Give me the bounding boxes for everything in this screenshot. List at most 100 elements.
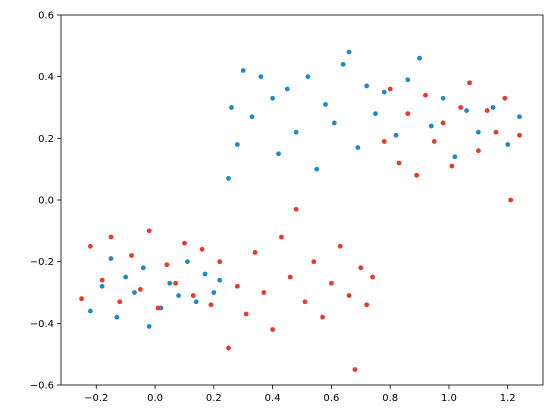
scatter-point-s1-6: [137, 287, 143, 292]
scatter-point-s0-13: [331, 120, 337, 126]
scatter-point-s1-0: [79, 296, 84, 302]
scatter-point-s0-31: [87, 308, 93, 314]
scatter-point-s1-42: [440, 120, 446, 126]
scatter-point-s0-36: [132, 290, 137, 295]
scatter-point-s0-11: [314, 166, 320, 172]
scatter-point-s1-33: [364, 302, 370, 308]
scatter-point-s1-8: [155, 305, 161, 311]
scatter-point-s0-33: [108, 256, 114, 261]
y-tick-label: 0.4: [38, 72, 54, 83]
scatter-point-s1-40: [423, 92, 428, 98]
scatter-point-s1-36: [387, 86, 393, 92]
x-tick-label: 0.2: [206, 393, 222, 404]
scatter-point-s1-3: [108, 234, 114, 240]
scatter-point-s1-19: [252, 250, 258, 255]
scatter-point-s0-29: [505, 142, 511, 147]
scatter-point-s1-28: [328, 280, 334, 286]
scatter-point-s1-2: [99, 277, 105, 283]
scatter-point-s0-17: [364, 83, 370, 89]
scatter-point-s1-14: [208, 302, 214, 308]
scatter-point-s0-5: [258, 74, 264, 80]
scatter-point-s0-16: [355, 145, 361, 150]
scatter-point-s1-13: [199, 246, 205, 252]
scatter-point-s0-1: [229, 105, 234, 110]
scatter-point-s0-15: [346, 49, 352, 55]
scatter-point-s0-14: [340, 61, 346, 67]
y-axis: −0.6 −0.4 −0.2 0.0 0.2 0.4 0.6: [30, 11, 61, 392]
scatter-point-s1-7: [146, 228, 152, 234]
scatter-point-s1-26: [311, 259, 317, 265]
scatter-point-s0-42: [184, 259, 190, 265]
scatter-point-s1-24: [293, 206, 299, 212]
x-axis: −0.2 0.0 0.2 0.4 0.6 0.8 1.0 1.2: [84, 385, 516, 404]
scatter-point-s1-21: [270, 327, 276, 332]
scatter-point-s0-40: [167, 280, 173, 286]
scatter-point-s0-34: [114, 314, 120, 320]
scatter-point-s0-45: [211, 290, 217, 295]
scatter-point-s0-28: [490, 105, 496, 110]
scatter-point-s0-46: [217, 277, 223, 283]
scatter-point-s0-9: [293, 129, 299, 135]
scatter-point-s0-43: [193, 299, 199, 305]
scatter-point-s1-30: [346, 293, 352, 298]
scatter-point-s1-32: [358, 265, 364, 271]
scatter-point-s1-29: [337, 243, 343, 249]
x-tick-label: 0.4: [265, 393, 281, 404]
scatter-point-s1-31: [352, 367, 358, 372]
scatter-point-s1-44: [458, 105, 464, 110]
scatter-point-s0-27: [475, 129, 481, 135]
scatter-point-s0-22: [417, 55, 422, 61]
scatter-point-s1-10: [173, 280, 179, 286]
scatter-point-s0-26: [464, 108, 469, 113]
x-tick-label: −0.2: [84, 393, 108, 404]
scatter-point-s0-3: [240, 68, 246, 73]
scatter-point-s0-30: [517, 114, 522, 120]
scatter-point-s1-5: [129, 253, 134, 258]
scatter-point-s0-21: [405, 77, 411, 83]
axes-frame: [60, 14, 544, 386]
scatter-point-s0-4: [249, 114, 255, 120]
scatter-point-s0-38: [146, 324, 152, 329]
scatter-point-s1-34: [370, 274, 375, 280]
scatter-point-s0-8: [284, 86, 290, 92]
scatter-point-s0-41: [176, 293, 181, 298]
y-tick-label: −0.6: [30, 381, 54, 392]
y-tick-label: 0.0: [38, 196, 54, 207]
scatter-point-s1-18: [243, 311, 249, 317]
plot-area: [79, 49, 522, 372]
y-tick-label: 0.6: [38, 11, 54, 22]
x-tick-label: 0.6: [323, 393, 339, 404]
scatter-point-s0-12: [323, 102, 328, 107]
scatter-point-s1-51: [517, 132, 522, 138]
scatter-point-s0-20: [393, 132, 399, 138]
y-tick-label: −0.2: [30, 257, 54, 268]
scatter-point-s1-25: [302, 299, 308, 305]
scatter-point-s1-16: [226, 345, 231, 351]
scatter-point-s1-39: [414, 172, 420, 178]
scatter-point-s1-17: [234, 283, 240, 289]
x-tick-label: 0.0: [147, 393, 163, 404]
scatter-point-s1-43: [449, 163, 455, 169]
y-tick-label: 0.2: [38, 134, 54, 145]
scatter-point-s0-35: [123, 274, 129, 280]
scatter-point-s1-50: [508, 197, 514, 203]
x-tick-label: 1.2: [500, 393, 516, 404]
scatter-point-s1-22: [279, 234, 284, 240]
scatter-point-s1-46: [475, 148, 481, 154]
scatter-point-s0-0: [226, 176, 231, 181]
scatter-point-s0-25: [452, 154, 458, 160]
scatter-point-s1-9: [164, 262, 170, 268]
scatter-point-s0-18: [373, 111, 378, 117]
scatter-point-s1-45: [467, 80, 472, 86]
scatter-point-s1-20: [261, 290, 267, 295]
scatter-point-s1-4: [117, 299, 123, 305]
scatter-point-s1-48: [493, 129, 499, 135]
x-tick-label: 1.0: [441, 393, 457, 404]
scatter-point-s0-19: [381, 89, 387, 95]
scatter-point-s1-37: [396, 160, 402, 166]
scatter-point-s0-2: [234, 142, 240, 147]
scatter-point-s1-23: [287, 274, 293, 280]
scatter-point-s1-49: [502, 95, 508, 101]
scatter-point-s1-15: [217, 259, 223, 265]
x-tick-label: 0.8: [382, 393, 398, 404]
